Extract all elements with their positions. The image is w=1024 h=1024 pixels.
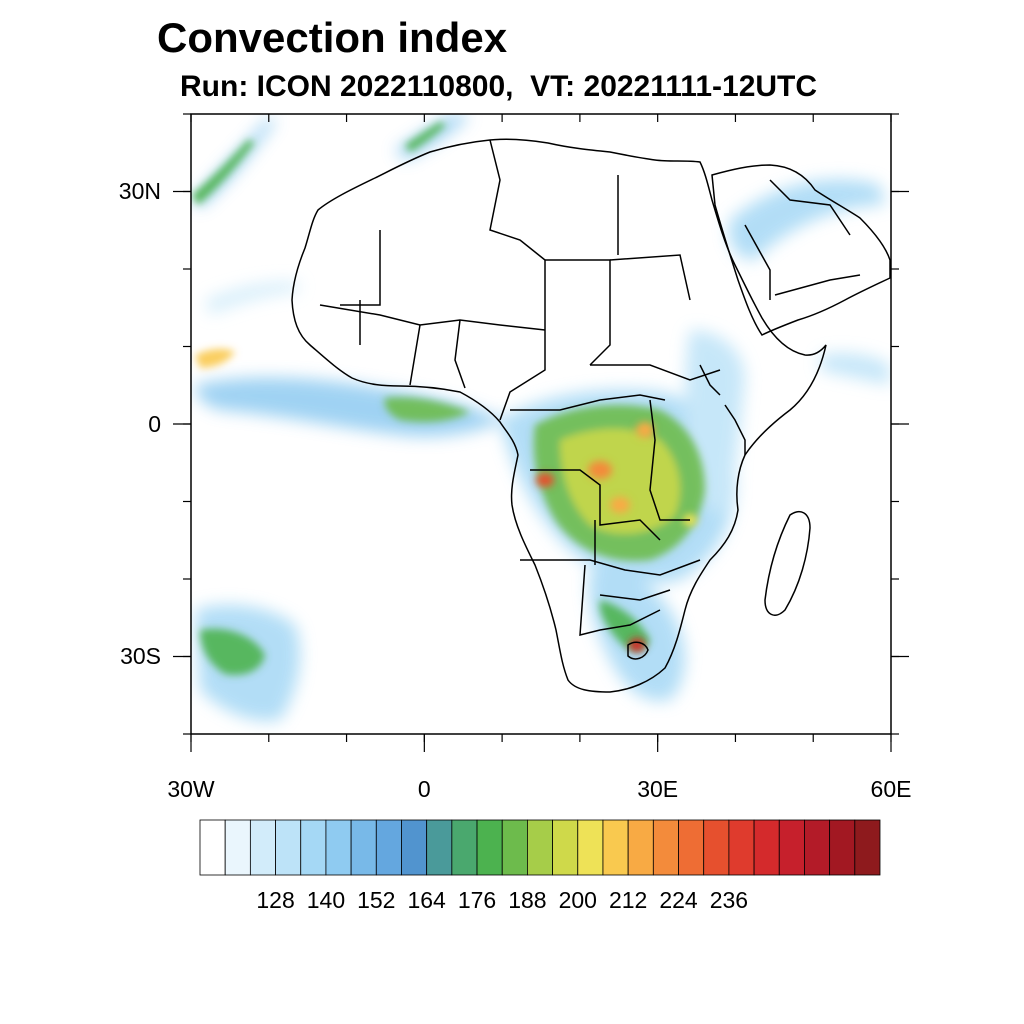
colorbar-swatch xyxy=(224,819,251,876)
border-17 xyxy=(699,364,721,396)
colorbar-swatch xyxy=(275,819,302,876)
colorbar-swatch xyxy=(577,819,604,876)
border-2 xyxy=(489,139,546,330)
colorbar-swatch xyxy=(552,819,579,876)
med-core xyxy=(405,122,446,152)
colorbar-swatch xyxy=(527,819,553,876)
mediterranean-streak xyxy=(395,114,470,160)
colorbar-swatch xyxy=(325,819,352,876)
border-1 xyxy=(340,230,381,306)
lon-tick-label: 30E xyxy=(637,776,679,802)
axis-ticks xyxy=(173,113,909,752)
lat-tick-label: 30N xyxy=(118,178,161,204)
arabia-field xyxy=(728,179,885,260)
colorbar-swatch xyxy=(426,819,453,876)
colorbar-swatch xyxy=(199,819,226,876)
colorbar-label: 164 xyxy=(407,887,446,913)
colorbar-swatch xyxy=(728,819,755,876)
border-3 xyxy=(545,259,611,366)
border-11 xyxy=(649,399,690,521)
map-subtitle: Run: ICON 2022110800, VT: 20221111-12UTC xyxy=(180,70,818,103)
colorbar-swatch xyxy=(350,819,377,876)
colorbar-label: 140 xyxy=(306,887,346,913)
convection-hotspots xyxy=(536,422,697,652)
colorbar-swatch xyxy=(375,819,402,876)
border-arabia-3 xyxy=(744,224,771,300)
colorbar-label: 128 xyxy=(256,887,295,913)
colorbar-label: 188 xyxy=(508,887,547,913)
border-20 xyxy=(454,319,466,389)
lon-tick-label: 60E xyxy=(870,776,912,802)
convection-field-light xyxy=(192,114,890,721)
colorbar-label: 236 xyxy=(709,887,749,913)
colorbar-swatch xyxy=(401,819,428,876)
colorbar-swatch xyxy=(652,819,679,876)
n-atlantic-core xyxy=(192,140,255,205)
colorbar-swatch xyxy=(678,819,705,876)
colorbar-swatch xyxy=(300,819,327,876)
gulf-guinea-core xyxy=(384,397,470,423)
colorbar-swatch xyxy=(501,819,528,876)
border-14 xyxy=(599,589,671,601)
border-12 xyxy=(520,559,701,576)
convection-field-medium xyxy=(192,122,705,676)
lon-tick-label: 30W xyxy=(167,776,215,802)
colorbar-label: 176 xyxy=(457,887,497,913)
indian-ocean-field xyxy=(820,353,890,385)
hotspot-drakensberg xyxy=(629,638,645,652)
colorbar-label: 200 xyxy=(558,887,597,913)
hotspot-congo-west xyxy=(536,473,554,487)
map-title: Convection index xyxy=(157,14,508,61)
colorbar-swatch xyxy=(854,819,881,876)
lat-tick-label: 0 xyxy=(148,410,161,437)
hotspot-congo-center xyxy=(588,461,612,479)
border-13 xyxy=(579,564,661,636)
colorbar-swatch xyxy=(829,819,856,876)
colorbar-swatch xyxy=(627,819,654,876)
border-6 xyxy=(319,304,546,331)
border-arabia-2 xyxy=(774,274,861,296)
colorbar-swatch xyxy=(451,819,478,876)
border-4 xyxy=(609,254,691,301)
colorbar-swatch xyxy=(249,819,276,876)
hotspot-congo-east xyxy=(636,422,654,438)
border-7 xyxy=(499,330,546,421)
sahel-streak xyxy=(205,281,300,315)
colorbar-label: 212 xyxy=(608,887,648,913)
lat-tick-label: 30S xyxy=(120,643,161,669)
border-19 xyxy=(409,324,421,386)
arabia-coast xyxy=(711,164,891,336)
south-atlantic-core xyxy=(200,628,265,676)
colorbar-swatch xyxy=(703,819,730,876)
coastlines-borders xyxy=(291,138,891,693)
west-itcz-core xyxy=(195,348,235,368)
colorbar xyxy=(199,819,881,876)
colorbar-label: 224 xyxy=(659,887,698,913)
colorbar-swatch xyxy=(602,819,629,876)
lon-tick-label: 0 xyxy=(417,776,431,802)
colorbar-label: 152 xyxy=(357,887,396,913)
itcz-band xyxy=(195,377,505,437)
border-16 xyxy=(724,404,746,455)
border-arabia-1 xyxy=(769,179,851,236)
colorbar-swatch xyxy=(778,819,805,876)
congo-basin-inner xyxy=(560,428,680,534)
africa-coastline xyxy=(291,138,827,693)
border-lesotho xyxy=(627,641,649,660)
colorbar-swatch xyxy=(804,819,831,876)
colorbar-swatch xyxy=(476,819,503,876)
hotspot-congo-south xyxy=(610,497,630,513)
map-field xyxy=(192,114,890,721)
colorbar-swatch xyxy=(753,819,780,876)
border-10 xyxy=(530,469,661,541)
border-9 xyxy=(510,394,666,411)
madagascar xyxy=(764,511,811,616)
